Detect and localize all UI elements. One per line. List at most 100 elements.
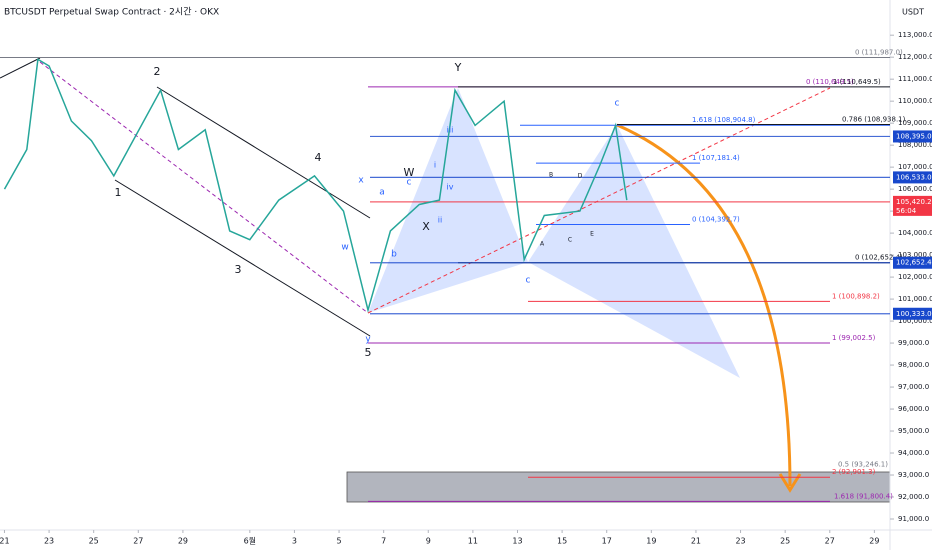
wave-label: E bbox=[590, 231, 594, 238]
price-tag bbox=[893, 130, 932, 143]
level-label: 0.786 (108,938.1) bbox=[842, 116, 906, 124]
x-tick-label: 23 bbox=[44, 537, 54, 546]
y-tick-label: 106,000.0 bbox=[898, 185, 932, 193]
wave-label: 3 bbox=[235, 263, 242, 276]
arrow-head bbox=[778, 473, 802, 493]
countdown: 56:04 bbox=[896, 207, 917, 215]
projection-arrow bbox=[616, 123, 792, 487]
wave-label: c bbox=[615, 99, 620, 109]
wave-label: 4 bbox=[315, 151, 322, 164]
y-tick-label: 110,000.0 bbox=[898, 97, 932, 105]
price-tag-label: 102,652.4 bbox=[896, 259, 932, 267]
x-tick-label: 3 bbox=[292, 537, 297, 546]
wave-label: X bbox=[422, 220, 430, 233]
x-tick-label: 25 bbox=[89, 537, 99, 546]
wave-label: W bbox=[404, 166, 415, 179]
y-tick-label: 95,000.0 bbox=[898, 427, 929, 435]
x-tick-label: 7 bbox=[381, 537, 386, 546]
level-label: 0 (111,987.0) bbox=[855, 48, 903, 56]
level-label: 1 (107,181.4) bbox=[692, 154, 740, 162]
x-tick-label: 21 bbox=[0, 537, 10, 546]
wave-label: iii bbox=[447, 126, 454, 135]
level-label: 1 (99,002.5) bbox=[832, 334, 876, 342]
wave-label: iv bbox=[447, 183, 454, 192]
x-tick-label: 15 bbox=[557, 537, 567, 546]
y-tick-label: 108,000.0 bbox=[898, 141, 932, 149]
channel-line bbox=[0, 57, 41, 79]
price-tag bbox=[893, 307, 932, 320]
target-zone bbox=[346, 471, 891, 503]
x-tick-label: 27 bbox=[825, 537, 835, 546]
price-tag bbox=[893, 171, 932, 184]
x-tick-label: 6월 bbox=[244, 536, 256, 546]
wave-label: a bbox=[379, 188, 385, 198]
price-tag bbox=[893, 195, 932, 216]
x-tick-label: 23 bbox=[735, 537, 745, 546]
wave-label: y bbox=[365, 335, 371, 345]
wave-label: A bbox=[540, 241, 545, 248]
price-tag-label: 106,533.0 bbox=[896, 173, 932, 181]
y-tick-label: 113,000.0 bbox=[898, 31, 932, 39]
price-line-series bbox=[3, 58, 628, 314]
wave-label: B bbox=[549, 172, 553, 179]
y-tick-label: 104,000.0 bbox=[898, 229, 932, 237]
y-tick-label: 94,000.0 bbox=[898, 449, 929, 457]
trend-line bbox=[39, 61, 369, 314]
y-tick-label: 103,000.0 bbox=[898, 251, 932, 259]
wave-label: i bbox=[434, 161, 436, 170]
x-tick-label: 13 bbox=[512, 537, 522, 546]
wave-label: b bbox=[391, 250, 397, 260]
x-tick-label: 19 bbox=[646, 537, 656, 546]
y-tick-label: 98,000.0 bbox=[898, 361, 929, 369]
x-tick-label: 9 bbox=[426, 537, 431, 546]
y-tick-label: 102,000.0 bbox=[898, 273, 932, 281]
wave-label: c bbox=[526, 276, 531, 286]
x-tick-label: 29 bbox=[869, 537, 879, 546]
level-label: 1.618 (108,904.8) bbox=[692, 116, 756, 124]
level-label: 1 (100,898.2) bbox=[832, 292, 880, 300]
y-tick-label: 112,000.0 bbox=[898, 53, 932, 61]
wave-label: D bbox=[578, 173, 583, 180]
y-tick-label: 97,000.0 bbox=[898, 383, 929, 391]
y-tick-label: 91,000.0 bbox=[898, 515, 929, 523]
price-tag-label: 108,395.0 bbox=[896, 132, 932, 140]
wave-label: w bbox=[341, 243, 348, 253]
level-label: 0 (102,652.4) bbox=[855, 254, 903, 262]
price-tag-label: 100,333.0 bbox=[896, 310, 932, 318]
wave-label: 5 bbox=[365, 346, 372, 359]
y-tick-label: 96,000.0 bbox=[898, 405, 929, 413]
y-tick-label: 111,000.0 bbox=[898, 75, 932, 83]
y-tick-label: 109,000.0 bbox=[898, 119, 932, 127]
level-label: 0 (104,392.7) bbox=[692, 215, 740, 223]
y-tick-label: 99,000.0 bbox=[898, 339, 929, 347]
x-tick-label: 29 bbox=[178, 537, 188, 546]
wave-label: 1 bbox=[115, 186, 122, 199]
wave-label: x bbox=[358, 176, 364, 186]
price-tag-label: 105,420.2 bbox=[896, 198, 932, 206]
wave-label: C bbox=[568, 237, 572, 244]
y-tick-label: 107,000.0 bbox=[898, 163, 932, 171]
x-tick-label: 5 bbox=[337, 537, 342, 546]
y-tick-label: 100,000.0 bbox=[898, 317, 932, 325]
channel-line bbox=[114, 179, 371, 337]
harmonic-pattern bbox=[368, 88, 528, 313]
x-tick-label: 27 bbox=[133, 537, 143, 546]
price-tag bbox=[893, 256, 932, 269]
axis-unit: USDT bbox=[902, 8, 924, 17]
wave-label: c bbox=[407, 178, 412, 188]
y-tick-label: 93,000.0 bbox=[898, 471, 929, 479]
y-tick-label: 101,000.0 bbox=[898, 295, 932, 303]
level-label: 0 (110,649.5) bbox=[806, 78, 854, 86]
level-label: 2 (92,901.3) bbox=[832, 468, 876, 476]
chart-title: BTCUSDT Perpetual Swap Contract · 2시간 · … bbox=[4, 7, 219, 18]
x-tick-label: 17 bbox=[602, 537, 612, 546]
x-tick-label: 11 bbox=[468, 537, 478, 546]
harmonic-pattern bbox=[528, 125, 740, 378]
y-tick-label: 92,000.0 bbox=[898, 493, 929, 501]
wave-label: 2 bbox=[154, 65, 161, 78]
level-label: 1.618 (91,800.4) bbox=[834, 492, 893, 500]
level-label: 1 (110,649.5) bbox=[833, 78, 881, 86]
wave-label: ii bbox=[438, 216, 442, 225]
